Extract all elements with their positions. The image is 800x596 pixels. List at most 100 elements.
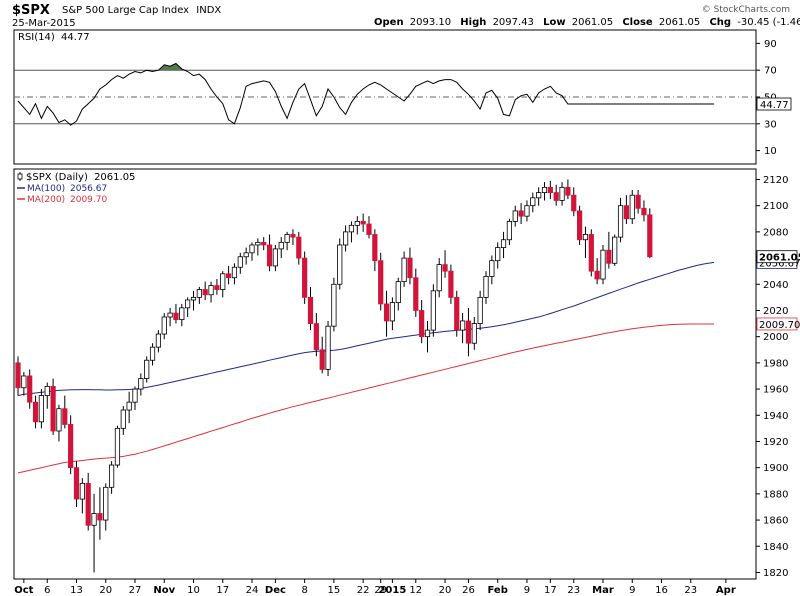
legend-ma200-value: 2009.70 [70, 195, 107, 205]
close-badge-text: 2061.05 [759, 253, 800, 264]
high-label: High [460, 17, 486, 28]
candle-down [85, 482, 91, 526]
candle [302, 251, 308, 304]
candle [138, 373, 144, 396]
candle [477, 290, 483, 331]
candle [261, 237, 267, 251]
candle-up [243, 252, 249, 258]
candle [126, 391, 132, 424]
candle [465, 307, 472, 357]
price-tick-label: 1820 [763, 568, 788, 579]
candle-down [407, 257, 413, 279]
candle-down [565, 186, 571, 196]
candle-up [506, 220, 513, 241]
candle-up [477, 296, 483, 324]
price-tick-label: 2000 [763, 332, 788, 343]
close-value: 2061.05 [659, 17, 700, 28]
date-tick-label: 26 [462, 585, 475, 596]
candle [56, 404, 62, 442]
rsi-badge-box [756, 97, 792, 111]
candle-down [313, 323, 319, 351]
close-badge-box [756, 250, 798, 264]
candle [541, 182, 548, 201]
candle-down [202, 289, 208, 296]
candle-up [459, 320, 466, 331]
price-tick-label: 1880 [763, 489, 788, 500]
price-tick-label: 2020 [763, 306, 788, 317]
candle-up [530, 197, 536, 207]
index-name: S&P 500 Large Cap Index INDX [62, 5, 221, 16]
candle [109, 461, 115, 494]
candle-down [302, 257, 308, 298]
candle [524, 200, 530, 222]
exchange-label: INDX [196, 5, 221, 16]
legend-ma200-name: MA(200) [27, 195, 65, 205]
candle [419, 299, 425, 344]
candle [313, 313, 319, 357]
candle [79, 478, 85, 514]
candle-down [623, 205, 630, 220]
candle-up [114, 427, 121, 466]
price-tick-label: 2120 [763, 175, 788, 186]
candle [272, 244, 279, 272]
candle [284, 231, 290, 251]
rsi-panel: 1030507090 44.77 RSI(14) 44.77 [13, 29, 792, 165]
candle-down [366, 223, 372, 235]
candle [354, 216, 360, 235]
candle [459, 313, 466, 344]
candle-down [383, 303, 390, 322]
candle-up [436, 264, 442, 292]
candle-down [360, 220, 366, 225]
rsi-reference-lines [14, 69, 756, 125]
candle [635, 189, 641, 214]
candle-down [173, 312, 179, 321]
date-tick-label: 23 [567, 585, 580, 596]
date-tick-label: 29 [374, 585, 387, 596]
date-tick-label: Apr [716, 585, 736, 596]
candle [68, 415, 74, 475]
ma200-badge-box [756, 317, 798, 331]
candle [15, 356, 21, 396]
legend-spx-name: $SPX (Daily) [26, 172, 88, 183]
candle [612, 234, 618, 266]
price-panel: 1820 1840 1860 1880 1900 1920 1940 1960 1980 2000… [13, 168, 800, 580]
candle [179, 303, 185, 327]
rsi-value-badge: 44.77 [756, 97, 792, 111]
date-tick-label: 17 [216, 585, 229, 596]
candle-up [196, 289, 202, 298]
candle-up [278, 241, 284, 250]
rsi-tick-label: 70 [764, 66, 777, 77]
candle [161, 313, 167, 340]
candle-up [600, 249, 606, 280]
candle [553, 184, 559, 206]
candle-up [512, 210, 518, 222]
date-tick-label: Oct [14, 585, 33, 596]
candle [296, 231, 302, 265]
rsi-line [17, 62, 715, 126]
candle [559, 182, 565, 206]
candle [50, 378, 56, 435]
candle-down [594, 270, 600, 280]
date-tick-label: 8 [301, 585, 307, 596]
candle-down [68, 424, 74, 469]
candle-up [524, 205, 530, 217]
candle [114, 425, 121, 468]
date-tick-label: Feb [488, 585, 508, 596]
candle-down [290, 234, 296, 238]
candle [325, 320, 331, 376]
candle [383, 290, 390, 337]
candle [623, 195, 630, 225]
candle-down [419, 310, 425, 338]
price-tick-label: 1920 [763, 437, 788, 448]
candle-down [62, 408, 68, 425]
brand-watermark[interactable]: © StockCharts.com [702, 5, 790, 15]
candle-up [395, 281, 401, 304]
candle [231, 263, 238, 285]
high-value: 2097.43 [493, 17, 534, 28]
date-tick-label: 20 [99, 585, 112, 596]
rsi-panel-frame [13, 29, 757, 165]
candle [448, 264, 454, 304]
candle [185, 297, 191, 318]
candle [629, 189, 635, 225]
candle-down [266, 244, 273, 267]
